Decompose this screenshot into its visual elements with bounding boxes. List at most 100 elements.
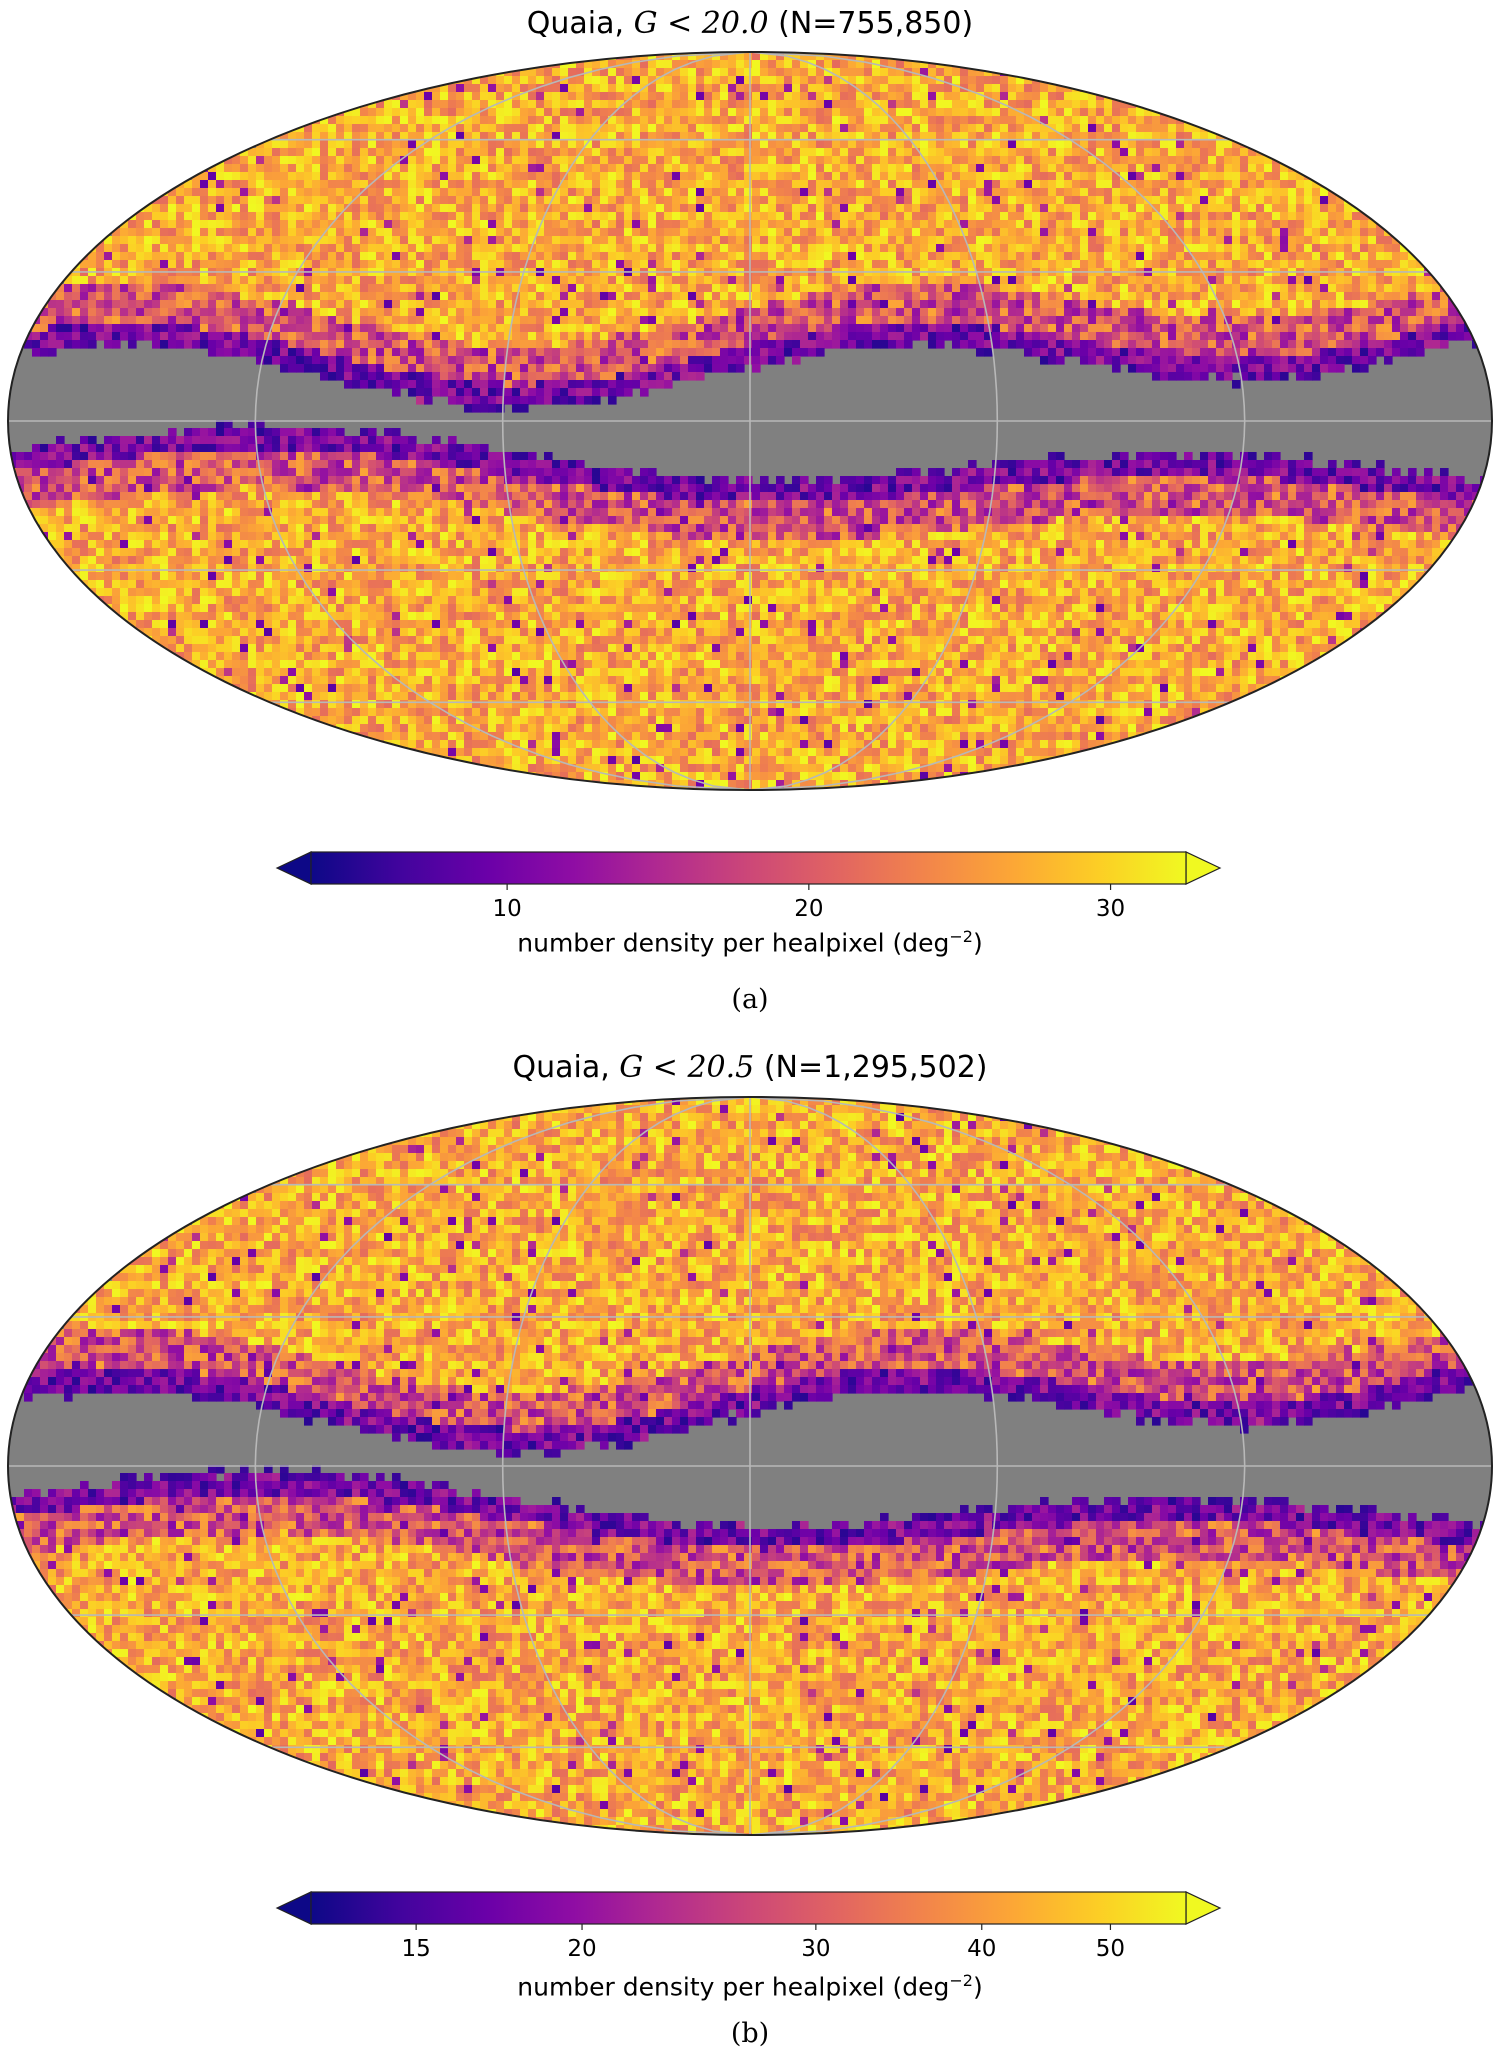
healpixel	[560, 236, 569, 245]
healpixel	[864, 108, 873, 117]
healpixel	[992, 156, 1001, 165]
healpixel	[1096, 316, 1105, 325]
healpixel	[472, 204, 481, 213]
healpixel	[656, 52, 665, 61]
healpixel	[384, 300, 393, 309]
healpixel	[400, 332, 409, 341]
healpixel	[200, 188, 209, 197]
healpixel	[1128, 204, 1137, 213]
healpixel	[184, 188, 193, 197]
healpixel	[168, 300, 177, 309]
healpixel	[40, 316, 49, 325]
healpixel	[824, 196, 833, 205]
healpixel	[920, 308, 929, 317]
healpixel	[48, 340, 57, 349]
healpixel	[1128, 124, 1137, 133]
healpixel	[920, 68, 929, 77]
healpixel	[872, 252, 881, 261]
healpixel	[800, 100, 809, 109]
healpixel	[944, 332, 953, 341]
healpixel	[400, 292, 409, 301]
healpixel	[1168, 172, 1177, 181]
healpixel	[1368, 324, 1377, 333]
healpixel	[432, 180, 441, 189]
healpixel	[456, 196, 465, 205]
healpixel	[320, 308, 329, 317]
healpixel	[288, 292, 297, 301]
healpixel	[1120, 180, 1129, 189]
healpixel	[688, 148, 697, 157]
healpixel	[1192, 204, 1201, 213]
healpixel	[336, 132, 345, 141]
healpixel	[936, 164, 945, 173]
healpixel	[1232, 156, 1241, 165]
healpixel	[880, 260, 889, 269]
healpixel	[568, 92, 577, 101]
healpixel	[1096, 220, 1105, 229]
healpixel	[1328, 316, 1337, 325]
healpixel	[1272, 212, 1281, 221]
healpixel	[552, 316, 561, 325]
healpixel	[496, 196, 505, 205]
healpixel	[1008, 220, 1017, 229]
healpixel	[1368, 236, 1377, 245]
healpixel	[1216, 196, 1225, 205]
healpixel	[440, 92, 449, 101]
healpixel	[1144, 220, 1153, 229]
healpixel	[1120, 324, 1129, 333]
healpixel	[32, 324, 41, 333]
healpixel	[768, 204, 777, 213]
healpixel	[1384, 316, 1393, 325]
healpixel	[80, 324, 89, 333]
healpixel	[792, 76, 801, 85]
healpixel	[600, 76, 609, 85]
healpixel	[1368, 308, 1377, 317]
healpixel	[960, 212, 969, 221]
healpixel	[496, 116, 505, 125]
healpixel	[624, 180, 633, 189]
healpixel	[400, 244, 409, 253]
healpixel	[944, 76, 953, 85]
healpixel	[768, 180, 777, 189]
healpixel	[688, 60, 697, 69]
healpixel	[1056, 180, 1065, 189]
healpixel	[208, 220, 217, 229]
healpixel	[672, 132, 681, 141]
healpixel	[1352, 252, 1361, 261]
healpixel	[912, 236, 921, 245]
healpixel	[328, 316, 337, 325]
healpixel	[832, 276, 841, 285]
healpixel	[376, 196, 385, 205]
healpixel	[568, 68, 577, 77]
healpixel	[792, 180, 801, 189]
healpixel	[128, 308, 137, 317]
healpixel	[688, 164, 697, 173]
healpixel	[360, 276, 369, 285]
healpixel	[1328, 284, 1337, 293]
healpixel	[456, 132, 465, 141]
healpixel	[576, 244, 585, 253]
healpixel	[816, 300, 825, 309]
healpixel	[176, 228, 185, 237]
healpixel	[1256, 236, 1265, 245]
healpixel	[544, 140, 553, 149]
healpixel	[824, 292, 833, 301]
healpixel	[648, 52, 657, 61]
healpixel	[1112, 316, 1121, 325]
healpixel	[272, 188, 281, 197]
healpixel	[1240, 204, 1249, 213]
healpixel	[1224, 204, 1233, 213]
healpixel	[608, 228, 617, 237]
healpixel	[664, 220, 673, 229]
healpixel	[856, 332, 865, 341]
healpixel	[720, 220, 729, 229]
healpixel	[496, 260, 505, 269]
healpixel	[560, 204, 569, 213]
healpixel	[1104, 228, 1113, 237]
healpixel	[664, 108, 673, 117]
healpixel	[1072, 236, 1081, 245]
healpixel	[640, 300, 649, 309]
healpixel	[792, 172, 801, 181]
healpixel	[936, 300, 945, 309]
healpixel	[544, 156, 553, 165]
